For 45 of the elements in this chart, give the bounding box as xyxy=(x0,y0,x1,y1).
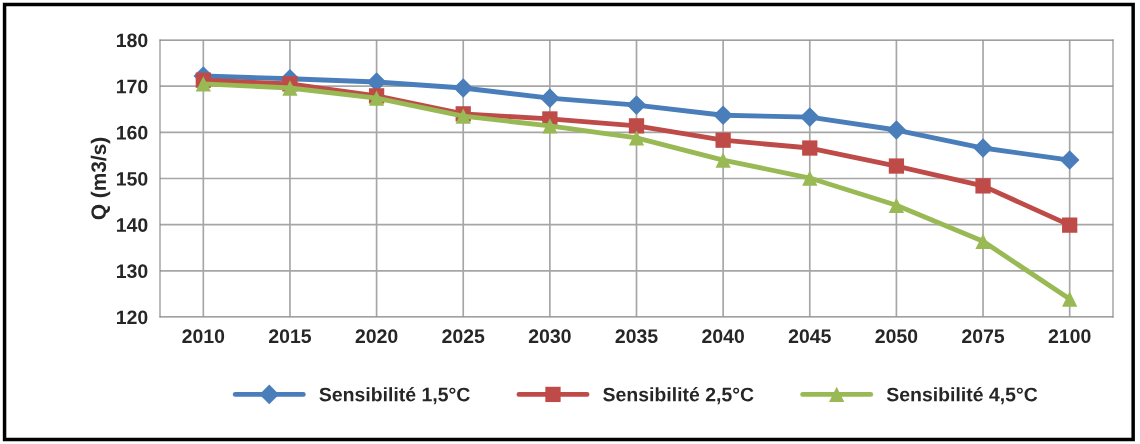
point xyxy=(975,233,991,249)
point xyxy=(540,88,560,108)
point xyxy=(628,118,645,134)
point xyxy=(713,105,733,126)
x-tick-label: 2025 xyxy=(442,329,485,344)
x-tick-label: 2040 xyxy=(702,329,744,344)
point xyxy=(626,95,647,115)
point xyxy=(1062,291,1078,307)
x-tick-label: 2030 xyxy=(528,329,571,344)
point xyxy=(453,78,474,98)
point xyxy=(888,158,905,174)
point xyxy=(715,132,731,148)
point xyxy=(799,107,820,127)
point xyxy=(802,140,818,156)
point xyxy=(715,152,731,168)
x-tick-label: 2075 xyxy=(962,329,1005,344)
point xyxy=(628,130,645,146)
y-axis-title: Q (m3/s) xyxy=(90,137,111,220)
y-tick-label: 120 xyxy=(116,310,148,325)
y-tick-label: 140 xyxy=(116,218,148,232)
point xyxy=(802,170,818,186)
x-tick-label: 2035 xyxy=(615,329,658,344)
x-tick-label: 2015 xyxy=(269,329,312,344)
point xyxy=(975,178,991,194)
point xyxy=(282,80,298,96)
x-tick-label: 2050 xyxy=(875,329,918,344)
point xyxy=(973,138,993,158)
y-tick-label: 170 xyxy=(116,79,148,94)
y-tick-label: 160 xyxy=(116,125,148,140)
x-tick-label: 2100 xyxy=(1048,329,1091,344)
y-tick-label: 180 xyxy=(116,33,148,48)
legend-label: Sensibilité 2,5°C xyxy=(603,386,754,405)
legend-label: Sensibilité 4,5°C xyxy=(886,386,1038,405)
point xyxy=(1062,217,1078,233)
point xyxy=(888,197,905,213)
y-tick-label: 150 xyxy=(116,171,148,186)
y-tick-label: 130 xyxy=(116,264,148,279)
point xyxy=(886,120,907,140)
x-tick-label: 2045 xyxy=(788,329,831,344)
x-tick-label: 2020 xyxy=(355,329,398,344)
x-tick-label: 2010 xyxy=(182,329,225,344)
point xyxy=(542,118,558,134)
point xyxy=(195,76,211,92)
legend-label: Sensibilité 1,5°C xyxy=(319,386,470,405)
point xyxy=(1059,150,1080,170)
